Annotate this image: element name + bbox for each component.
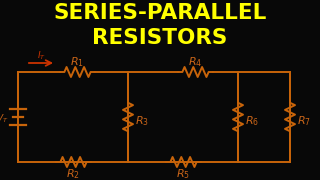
Text: $R_6$: $R_6$ bbox=[245, 114, 259, 128]
Text: $V_T$: $V_T$ bbox=[0, 113, 8, 125]
Text: $R_1$: $R_1$ bbox=[70, 55, 84, 69]
Text: RESISTORS: RESISTORS bbox=[92, 28, 228, 48]
Text: $R_2$: $R_2$ bbox=[66, 167, 80, 180]
Text: SERIES-PARALLEL: SERIES-PARALLEL bbox=[53, 3, 267, 23]
Text: $R_5$: $R_5$ bbox=[176, 167, 190, 180]
Text: $R_3$: $R_3$ bbox=[135, 114, 149, 128]
Text: $I_T$: $I_T$ bbox=[36, 50, 45, 62]
Text: $R_4$: $R_4$ bbox=[188, 55, 202, 69]
Text: $R_7$: $R_7$ bbox=[297, 114, 311, 128]
